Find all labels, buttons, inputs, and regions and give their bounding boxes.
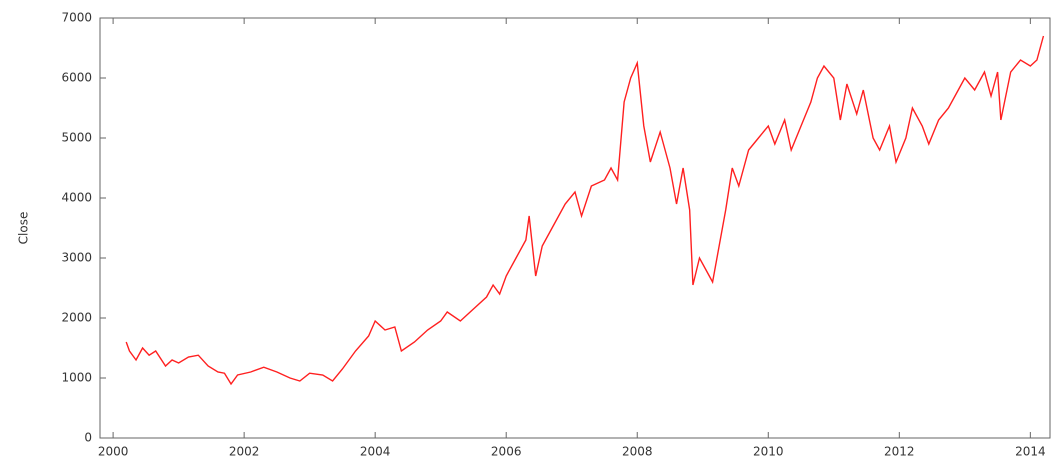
x-tick-label: 2000 xyxy=(98,445,129,459)
y-axis-label: Close xyxy=(17,212,31,245)
y-tick-label: 2000 xyxy=(61,311,92,325)
x-tick-label: 2008 xyxy=(622,445,653,459)
x-tick-label: 2006 xyxy=(491,445,522,459)
x-tick-label: 2004 xyxy=(360,445,391,459)
y-tick-label: 6000 xyxy=(61,71,92,85)
y-tick-label: 1000 xyxy=(61,371,92,385)
y-tick-label: 7000 xyxy=(61,11,92,25)
line-series xyxy=(125,35,1045,386)
x-tick-label: 2012 xyxy=(884,445,915,459)
x-tick-label: 2014 xyxy=(1015,445,1046,459)
plot-frame xyxy=(99,17,1051,439)
y-tick-label: 0 xyxy=(84,431,92,445)
x-tick-label: 2002 xyxy=(229,445,260,459)
y-tick-label: 4000 xyxy=(61,191,92,205)
y-tick-label: 3000 xyxy=(61,251,92,265)
x-tick-label: 2010 xyxy=(753,445,784,459)
y-tick-label: 5000 xyxy=(61,131,92,145)
